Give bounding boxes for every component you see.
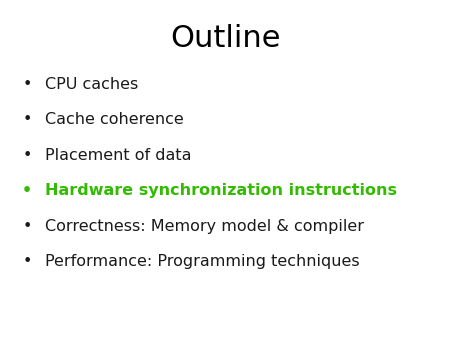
Text: •: • — [22, 219, 32, 234]
Text: •: • — [22, 77, 32, 92]
Text: Performance: Programming techniques: Performance: Programming techniques — [45, 255, 360, 269]
Text: Correctness: Memory model & compiler: Correctness: Memory model & compiler — [45, 219, 364, 234]
Text: •: • — [22, 255, 32, 269]
Text: Cache coherence: Cache coherence — [45, 113, 184, 127]
Text: Outline: Outline — [170, 24, 280, 53]
Text: •: • — [22, 113, 32, 127]
Text: Hardware synchronization instructions: Hardware synchronization instructions — [45, 184, 397, 198]
Text: •: • — [22, 148, 32, 163]
Text: CPU caches: CPU caches — [45, 77, 138, 92]
Text: Placement of data: Placement of data — [45, 148, 192, 163]
Text: •: • — [22, 184, 32, 198]
